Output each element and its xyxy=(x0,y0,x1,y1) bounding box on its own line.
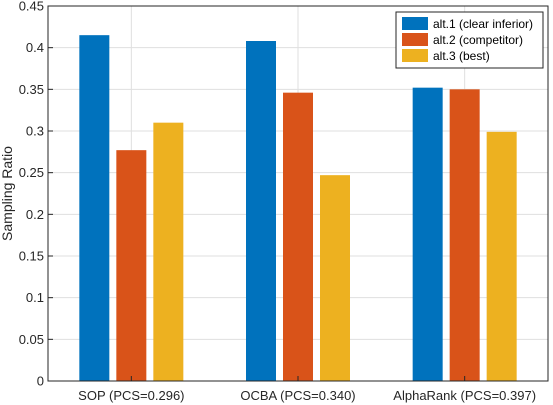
bar-series-3-1 xyxy=(320,175,350,381)
x-tick-label-0: SOP (PCS=0.296) xyxy=(78,388,184,403)
legend-entry-1: alt.1 (clear inferior) xyxy=(433,17,533,31)
legend-swatch-3 xyxy=(402,49,428,62)
bar-series-2-0 xyxy=(116,150,147,381)
y-tick-label-8: 0.4 xyxy=(26,40,44,55)
legend-swatch-2 xyxy=(402,33,428,46)
legend-swatch-1 xyxy=(402,17,428,30)
bar-series-2-2 xyxy=(449,89,480,381)
y-axis-ticks: 0 0.05 0.1 0.15 0.2 0.25 0.3 0.35 0.4 0.45 xyxy=(19,0,53,389)
bar-series-1-0 xyxy=(79,35,110,382)
legend-entry-3: alt.3 (best) xyxy=(433,49,490,63)
y-tick-label-2: 0.1 xyxy=(26,290,44,305)
y-tick-label-5: 0.25 xyxy=(19,165,44,180)
y-tick-label-4: 0.2 xyxy=(26,207,44,222)
bar-series-1-1 xyxy=(246,41,276,381)
legend: alt.1 (clear inferior) alt.2 (competitor)… xyxy=(395,11,544,69)
y-tick-label-7: 0.35 xyxy=(19,82,44,97)
bar-series-3-2 xyxy=(486,131,517,381)
x-axis-ticks: SOP (PCS=0.296) OCBA (PCS=0.340) AlphaRank… xyxy=(78,376,536,403)
y-tick-label-6: 0.3 xyxy=(26,124,44,139)
y-tick-label-1: 0.05 xyxy=(19,332,44,347)
bar-series-3-0 xyxy=(153,122,184,382)
x-tick-label-2: AlphaRank (PCS=0.397) xyxy=(393,388,536,403)
legend-entry-2: alt.2 (competitor) xyxy=(433,33,523,47)
x-tick-label-1: OCBA (PCS=0.340) xyxy=(240,388,355,403)
bars xyxy=(79,35,517,382)
bar-series-1-2 xyxy=(412,87,443,382)
y-tick-label-3: 0.15 xyxy=(19,249,44,264)
y-tick-label-9: 0.45 xyxy=(19,0,44,14)
y-tick-label-0: 0 xyxy=(37,374,44,389)
y-axis-label: Sampling Ratio xyxy=(0,146,15,241)
bar-series-2-1 xyxy=(283,92,313,382)
